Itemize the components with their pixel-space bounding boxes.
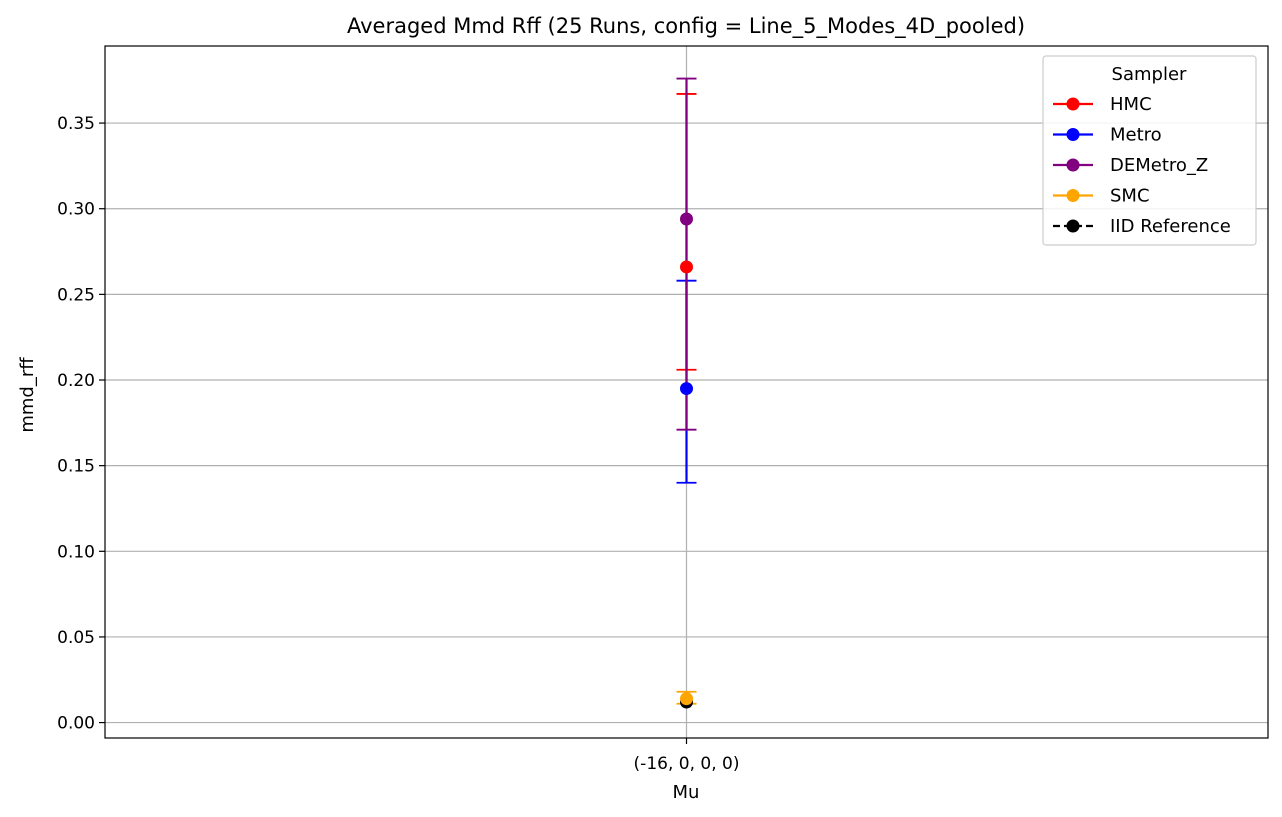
plot-area-frame: [104, 45, 1269, 739]
y-tick-label: 0.35: [57, 114, 95, 134]
point-smc: [680, 692, 693, 706]
legend: Sampler HMC Metro DEMetro_Z SMC IID Referenc…: [1042, 55, 1257, 246]
legend-label: SMC: [1110, 186, 1150, 207]
legend-box: [1042, 55, 1257, 246]
error-bars: [676, 77, 697, 705]
y-tick-label: 0.05: [57, 628, 95, 648]
y-tick-label: 0.25: [57, 285, 95, 305]
legend-marker: [1066, 158, 1080, 172]
legend-label: Metro: [1110, 125, 1162, 146]
legend-label: DEMetro_Z: [1110, 155, 1208, 176]
data-points: [680, 212, 693, 709]
point-metro: [680, 382, 693, 396]
y-axis-ticks: 0.00 0.05 0.10 0.15 0.20 0.25 0.30 0.35: [57, 114, 105, 734]
y-tick-label: 0.00: [57, 714, 95, 734]
point-demetro-z: [680, 212, 693, 226]
x-tick-label: (-16, 0, 0, 0): [634, 754, 740, 774]
y-tick-label: 0.10: [57, 542, 95, 562]
y-tick-label: 0.20: [57, 371, 95, 391]
y-tick-label: 0.15: [57, 457, 95, 477]
legend-title: Sampler: [1112, 64, 1187, 85]
chart-title: Averaged Mmd Rff (25 Runs, config = Line…: [347, 14, 1025, 39]
legend-marker: [1066, 97, 1080, 111]
legend-marker: [1066, 189, 1080, 202]
x-axis-ticks: (-16, 0, 0, 0): [634, 738, 740, 774]
y-tick-label: 0.30: [57, 200, 95, 220]
point-hmc: [680, 260, 693, 274]
legend-marker: [1066, 219, 1080, 233]
legend-label: HMC: [1110, 94, 1152, 115]
y-axis-label: mmd_rff: [17, 357, 38, 433]
legend-marker: [1066, 128, 1080, 141]
legend-label: IID Reference: [1110, 216, 1231, 237]
x-axis-label: Mu: [673, 782, 700, 803]
